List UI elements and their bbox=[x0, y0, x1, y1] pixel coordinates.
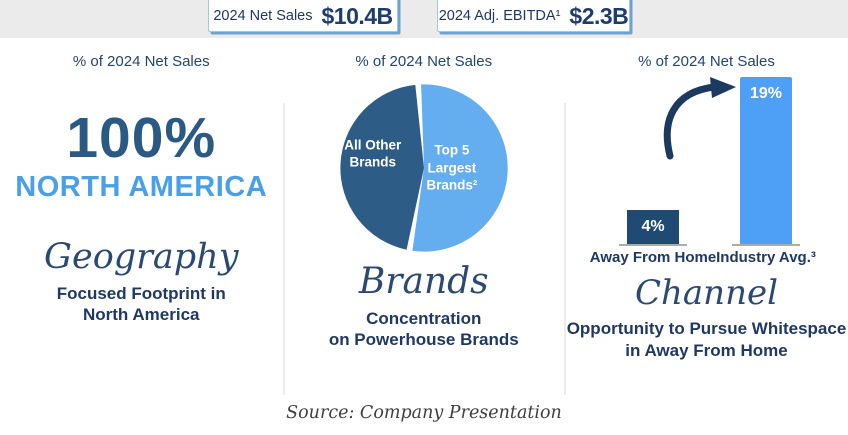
bar-industry-avg-value: 19% bbox=[749, 85, 783, 102]
bar-baseline-afh bbox=[619, 244, 687, 246]
bar-away-from-home-value: 4% bbox=[641, 218, 665, 235]
net-sales-badge: 2024 Net Sales $10.4B bbox=[208, 0, 398, 32]
geography-script-title: Geography bbox=[44, 237, 239, 277]
top-gray-band bbox=[0, 0, 848, 38]
bar-label-away-from-home: Away From Home bbox=[589, 249, 717, 266]
channel-caption: Opportunity to Pursue Whitespace in Away… bbox=[566, 319, 847, 360]
bar-away-from-home: 4% bbox=[627, 210, 679, 244]
brands-pie-chart: All Other Brands Top 5 Largest Brands² bbox=[336, 80, 512, 256]
brands-column-header: % of 2024 Net Sales bbox=[355, 53, 493, 70]
bar-label-industry-avg: Industry Avg.³ bbox=[716, 249, 816, 266]
pie-label-all-other-brands: All Other Brands bbox=[344, 137, 402, 170]
brands-caption: Concentration on Powerhouse Brands bbox=[328, 308, 519, 349]
pie-chart-svg bbox=[340, 84, 508, 252]
column-divider-2 bbox=[564, 103, 566, 395]
source-attribution: Source: Company Presentation bbox=[286, 403, 562, 423]
pie-slice-other bbox=[340, 84, 424, 250]
brands-script-title: Brands bbox=[358, 261, 489, 302]
bar-industry-avg: 19% bbox=[740, 77, 792, 244]
geography-caption: Focused Footprint in North America bbox=[56, 283, 226, 324]
channel-column: % of 2024 Net Sales 4% 19% Away From Hom… bbox=[565, 38, 848, 365]
net-sales-value: $10.4B bbox=[321, 2, 393, 29]
brands-column: % of 2024 Net Sales All Other Brands Top… bbox=[283, 38, 566, 365]
three-column-layout: % of 2024 Net Sales 100% NORTH AMERICA G… bbox=[0, 38, 848, 395]
bar-category-labels: Away From Home Industry Avg.³ bbox=[565, 249, 848, 269]
ebitda-value: $2.3B bbox=[569, 2, 629, 29]
bar-baseline-industry bbox=[732, 244, 800, 246]
pie-label-top5-brands: Top 5 Largest Brands² bbox=[426, 142, 478, 193]
channel-bar-chart: 4% 19% bbox=[565, 74, 848, 246]
column-divider-1 bbox=[283, 103, 285, 395]
net-sales-label: 2024 Net Sales bbox=[213, 8, 313, 24]
geography-column-header: % of 2024 Net Sales bbox=[72, 53, 210, 70]
geography-stat-label: NORTH AMERICA bbox=[15, 171, 268, 203]
curved-arrow-icon bbox=[663, 77, 736, 160]
channel-column-header: % of 2024 Net Sales bbox=[638, 53, 775, 70]
geography-column: % of 2024 Net Sales 100% NORTH AMERICA G… bbox=[0, 38, 283, 365]
ebitda-badge: 2024 Adj. EBITDA¹ $2.3B bbox=[437, 0, 630, 32]
geography-stat-value: 100% bbox=[66, 106, 217, 170]
channel-script-title: Channel bbox=[635, 273, 778, 313]
ebitda-label: 2024 Adj. EBITDA¹ bbox=[438, 8, 561, 24]
pie-slice-top5 bbox=[412, 84, 508, 252]
